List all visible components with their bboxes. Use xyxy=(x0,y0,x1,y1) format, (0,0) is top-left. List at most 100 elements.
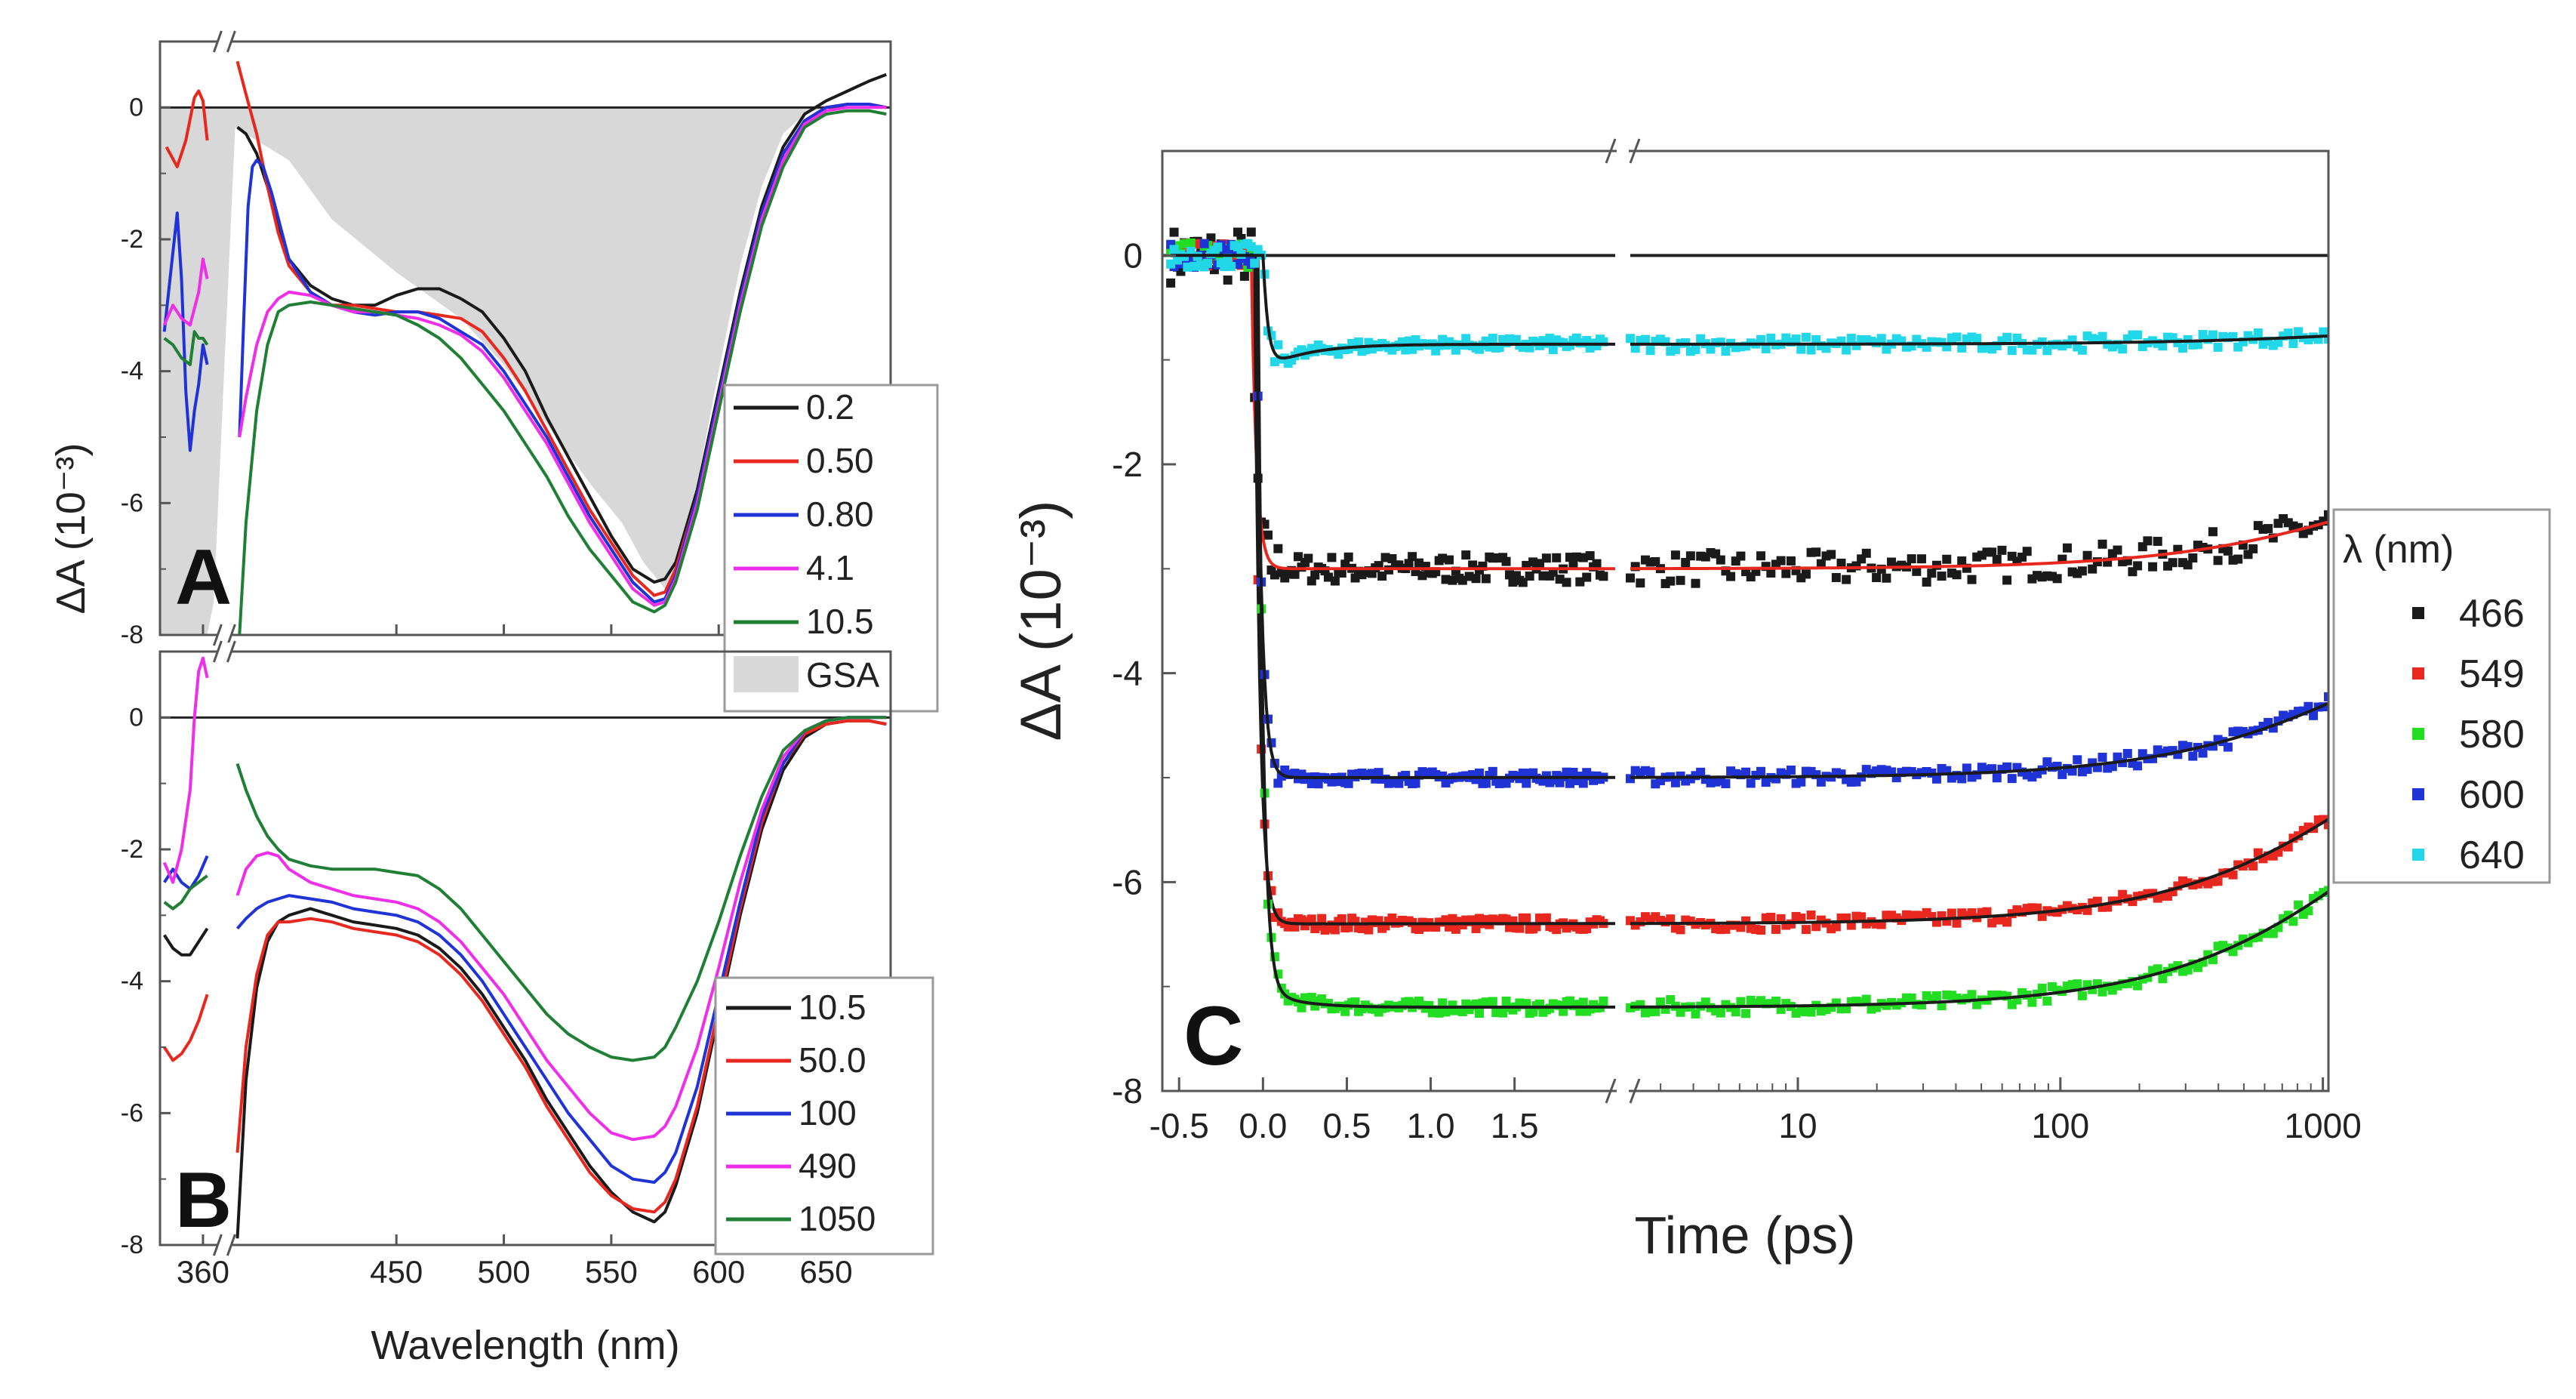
point-c-466 xyxy=(1831,572,1841,582)
point-c-640 xyxy=(1952,332,1962,342)
point-c-600 xyxy=(1552,771,1562,781)
point-c-466 xyxy=(1166,278,1176,288)
c-x-tick-label: 1.0 xyxy=(1407,1106,1455,1145)
x-tick-label: 500 xyxy=(477,1254,530,1290)
legend-a-entry-1: 0.50 xyxy=(806,441,874,480)
point-c-640 xyxy=(1626,334,1635,344)
point-c-549 xyxy=(2228,870,2238,880)
point-c-466 xyxy=(2264,524,2273,534)
series-a-4_1-right xyxy=(238,106,887,607)
panel-b-frame xyxy=(158,650,892,1246)
point-c-600 xyxy=(2122,749,2132,759)
point-c-466 xyxy=(1169,227,1179,237)
point-c-600 xyxy=(1786,766,1796,775)
point-c-466 xyxy=(1303,553,1313,563)
point-c-466 xyxy=(1552,553,1562,562)
panel-a-frame xyxy=(158,40,892,636)
panel-c-legend-box xyxy=(2332,508,2551,884)
point-c-600 xyxy=(1982,765,1992,775)
c-y-tick-label: -4 xyxy=(1112,654,1143,693)
legend-a-entry-2: 0.80 xyxy=(806,495,874,534)
point-c-600 xyxy=(1756,766,1766,776)
point-c-640 xyxy=(2178,344,2188,353)
point-c-640 xyxy=(1203,258,1212,268)
point-c-640 xyxy=(1213,242,1223,252)
point-c-549 xyxy=(1666,914,1676,924)
point-c-580 xyxy=(2133,981,2143,991)
point-c-466 xyxy=(1942,554,1952,564)
point-c-466 xyxy=(1836,558,1846,568)
point-c-466 xyxy=(1343,552,1353,562)
point-c-600 xyxy=(1741,767,1751,777)
point-c-580 xyxy=(2042,996,2052,1006)
panel-c-label: C xyxy=(1183,990,1243,1083)
point-c-466 xyxy=(1927,569,1937,578)
point-c-580 xyxy=(2077,991,2087,1000)
point-c-600 xyxy=(1645,767,1655,777)
series-b-100-left xyxy=(163,855,209,891)
panel-b-label: B xyxy=(175,1157,232,1244)
point-c-580 xyxy=(1655,997,1665,1007)
point-c-466 xyxy=(1585,551,1595,561)
panel-c-plot-area xyxy=(1162,227,2328,1018)
point-c-640 xyxy=(2283,328,2293,338)
point-c-640 xyxy=(1761,344,1771,353)
series-b-10_5-left xyxy=(163,927,209,957)
point-c-580 xyxy=(1716,1008,1725,1018)
point-c-600 xyxy=(2188,751,2198,761)
point-c-600 xyxy=(1481,778,1491,788)
legend-c-swatch-640 xyxy=(2412,849,2424,861)
c-break-mark xyxy=(1629,138,1641,164)
point-c-640 xyxy=(1721,347,1731,356)
c-break-gap-bottom xyxy=(1617,1080,1629,1102)
series-a-4_1-left xyxy=(162,257,209,327)
point-c-549 xyxy=(2033,903,2042,913)
x-tick-label: 450 xyxy=(370,1254,423,1290)
series-b-10_5-right xyxy=(235,719,887,1239)
legend-b-entry-1: 50.0 xyxy=(799,1040,866,1080)
point-c-466 xyxy=(1626,573,1635,583)
point-c-466 xyxy=(2002,575,2012,585)
panel-c-legend: λ (nm) 466 549 580 600 640 xyxy=(2332,508,2551,884)
point-c-466 xyxy=(2052,574,2062,584)
y-tick-label: -6 xyxy=(121,488,143,517)
point-c-640 xyxy=(2007,346,2017,356)
legend-b-entry-4: 1050 xyxy=(799,1199,876,1238)
point-c-580 xyxy=(1488,997,1497,1006)
c-break-mark xyxy=(1605,138,1617,164)
point-c-466 xyxy=(1987,547,1997,557)
point-c-600 xyxy=(1518,769,1528,778)
series-b-50_0-right xyxy=(235,719,887,1214)
c-y-tick-label: 0 xyxy=(1123,236,1143,275)
point-c-580 xyxy=(2304,906,2313,916)
point-c-549 xyxy=(1952,918,1962,928)
y-tick-label: 0 xyxy=(129,703,143,732)
point-c-549 xyxy=(2248,861,2258,871)
point-c-466 xyxy=(1670,550,1680,560)
point-c-640 xyxy=(1273,340,1283,350)
point-c-466 xyxy=(1239,271,1249,281)
c-y-tick-label: -6 xyxy=(1112,862,1143,901)
point-c-600 xyxy=(2033,769,2042,778)
point-c-466 xyxy=(1246,227,1256,237)
point-c-640 xyxy=(1806,345,1816,355)
y-tick-label: -8 xyxy=(121,621,143,649)
series-b-1050-left xyxy=(163,874,208,911)
fit-c-466-log xyxy=(1630,520,2328,571)
legend-swatch-gsa xyxy=(734,656,799,692)
x-break-gap xyxy=(217,642,232,661)
legend-c-entry-4: 640 xyxy=(2459,834,2525,877)
point-c-466 xyxy=(1327,553,1337,562)
point-c-580 xyxy=(1861,994,1871,1004)
point-c-466 xyxy=(1872,573,1882,583)
point-c-466 xyxy=(1525,572,1534,581)
x-break-gap xyxy=(217,626,232,644)
point-c-466 xyxy=(1997,545,2007,555)
point-c-466 xyxy=(1811,547,1821,557)
point-c-466 xyxy=(1922,577,1931,587)
legend-c-swatch-580 xyxy=(2412,728,2424,740)
panel-c-axes: 0 -2 -4 -6 -8-0.5 0.0 0.5 1.0 1.5 10 100 1000 xyxy=(1112,138,2362,1145)
point-c-600 xyxy=(1796,777,1806,787)
legend-b-entry-2: 100 xyxy=(799,1093,857,1132)
